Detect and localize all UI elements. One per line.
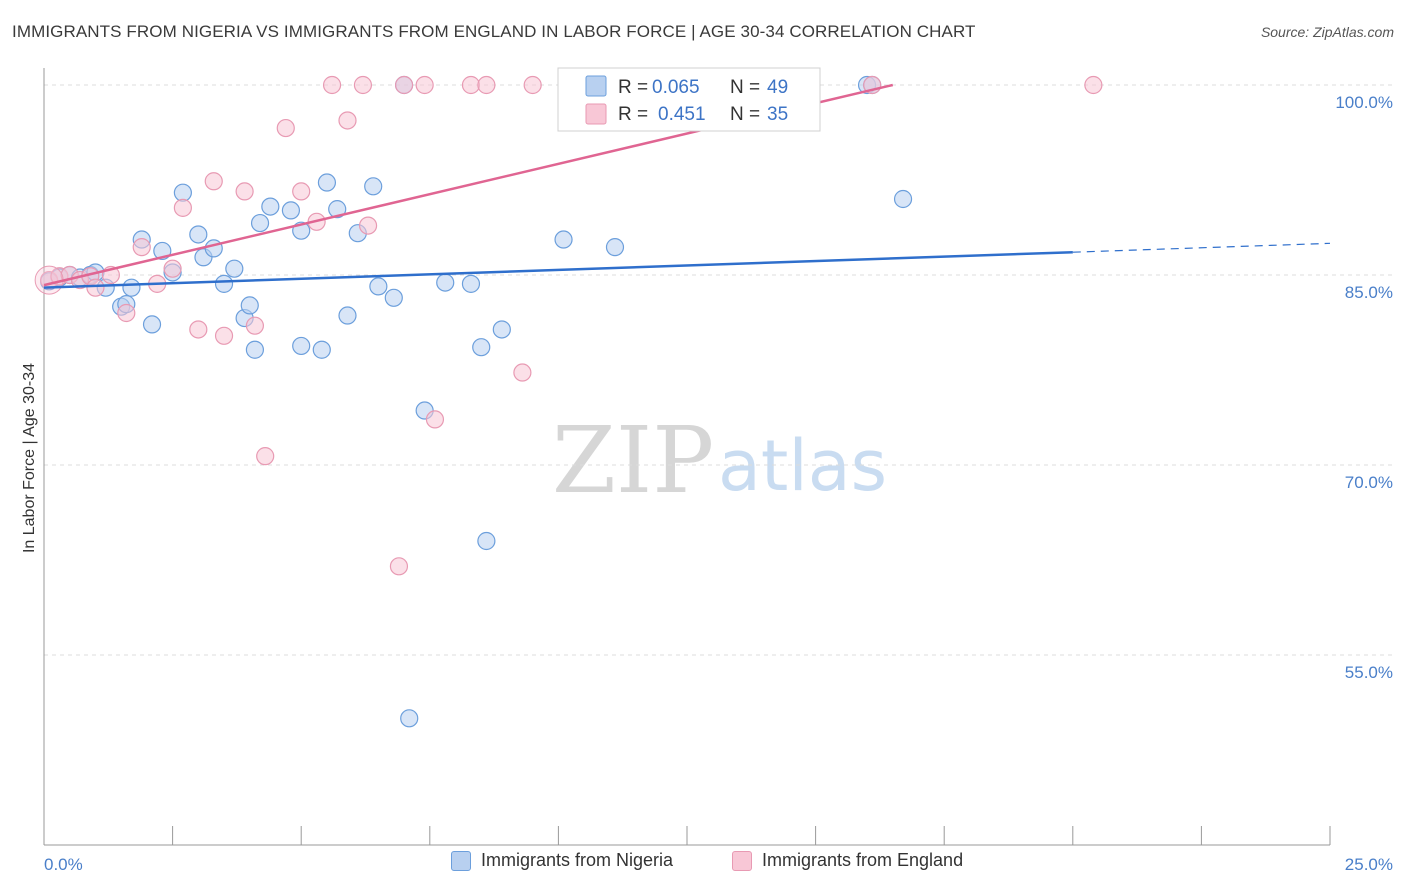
- england-point: [292, 182, 311, 201]
- y-tick-label: 85.0%: [1345, 283, 1393, 302]
- legend-nigeria-n-label: N =: [730, 77, 760, 98]
- y-tick-label: 100.0%: [1335, 93, 1393, 112]
- england-point: [235, 182, 254, 201]
- x-tick-label: 0.0%: [44, 855, 83, 874]
- england-point: [189, 320, 208, 339]
- nigeria-point: [554, 230, 573, 249]
- england-point: [86, 278, 105, 297]
- nigeria-point: [250, 213, 270, 233]
- nigeria-point: [605, 238, 625, 257]
- england-point: [415, 75, 434, 95]
- chart-title: IMMIGRANTS FROM NIGERIA VS IMMIGRANTS FR…: [12, 22, 976, 41]
- nigeria-point: [328, 200, 347, 219]
- england-point: [322, 75, 342, 95]
- nigeria-point: [173, 183, 192, 202]
- nigeria-point: [245, 340, 265, 359]
- england-point: [1084, 75, 1103, 95]
- grid-layer: [44, 84, 1395, 656]
- legend-swatch-england-bottom: [732, 850, 752, 871]
- england-point: [245, 316, 265, 335]
- nigeria-point: [369, 277, 388, 296]
- nigeria-point: [225, 259, 244, 278]
- nigeria-point: [317, 173, 337, 192]
- england-point: [276, 118, 295, 138]
- nigeria-trendline: [43, 250, 1073, 289]
- legend-england-r-label: R =: [618, 104, 648, 125]
- nigeria-point: [338, 306, 357, 325]
- legend-nigeria-r-value: 0.065: [652, 77, 700, 98]
- england-point: [358, 216, 378, 235]
- england-point: [338, 111, 357, 130]
- england-point: [523, 75, 542, 95]
- legend-swatch-nigeria-bottom: [451, 850, 471, 871]
- nigeria-point: [477, 531, 496, 551]
- nigeria-point: [122, 278, 141, 297]
- chart-source: Source: ZipAtlas.com: [1260, 24, 1394, 40]
- stats-legend: R = 0.065 N = 49 R = 0.451 N = 35: [557, 67, 821, 132]
- y-tick-label: 55.0%: [1345, 663, 1393, 682]
- nigeria-point: [400, 709, 419, 728]
- y-tick-label: 70.0%: [1345, 473, 1393, 492]
- legend-swatch-nigeria: [585, 75, 607, 97]
- england-point: [132, 238, 151, 257]
- x-tick-label: 25.0%: [1345, 855, 1393, 874]
- nigeria-point: [292, 336, 311, 356]
- england-point: [353, 75, 373, 95]
- england-point: [204, 172, 223, 191]
- england-point: [425, 410, 445, 429]
- legend-swatch-england: [585, 103, 607, 125]
- nigeria-point: [189, 225, 208, 244]
- nigeria-point: [436, 273, 455, 292]
- legend-item-nigeria[interactable]: Immigrants from Nigeria: [451, 850, 673, 871]
- nigeria-point: [142, 315, 162, 334]
- england-point: [117, 303, 136, 323]
- legend-england-n-label: N =: [730, 104, 760, 125]
- series-england-points: [34, 75, 1103, 576]
- legend-nigeria-r-label: R =: [618, 77, 648, 98]
- england-point-cluster: [34, 265, 64, 295]
- england-point: [394, 75, 414, 95]
- legend-item-england[interactable]: Immigrants from England: [732, 850, 963, 871]
- england-point: [513, 363, 532, 382]
- nigeria-point: [492, 320, 511, 339]
- legend-england-n-value: 35: [767, 104, 788, 125]
- nigeria-point: [384, 288, 403, 307]
- tick-layer: 100.0% 85.0% 70.0% 55.0% 0.0% 25.0%: [43, 93, 1393, 874]
- england-point: [214, 326, 234, 345]
- nigeria-point: [472, 338, 491, 357]
- legend-label-nigeria: Immigrants from Nigeria: [481, 850, 674, 870]
- nigeria-point: [312, 340, 331, 359]
- watermark-zip: ZIP: [552, 407, 714, 514]
- england-point: [256, 447, 275, 466]
- series-nigeria-points: [40, 75, 913, 728]
- nigeria-point: [364, 177, 383, 196]
- england-point: [389, 557, 409, 576]
- legend-nigeria-n-value: 49: [767, 77, 788, 98]
- england-point: [163, 259, 182, 278]
- y-axis-label: In Labor Force | Age 30-34: [21, 363, 38, 553]
- nigeria-point: [240, 296, 259, 315]
- nigeria-point: [461, 274, 481, 293]
- legend-label-england: Immigrants from England: [762, 850, 964, 870]
- nigeria-point: [261, 197, 280, 216]
- england-point: [477, 75, 496, 95]
- nigeria-point: [214, 274, 234, 293]
- series-legend: Immigrants from Nigeria Immigrants from …: [0, 850, 1406, 880]
- watermark-atlas: atlas: [718, 425, 887, 507]
- nigeria-point: [893, 189, 913, 209]
- england-point: [461, 75, 481, 95]
- legend-england-r-value: 0.451: [658, 104, 706, 125]
- nigeria-point: [281, 201, 301, 220]
- nigeria-trendline-extension: [1072, 242, 1331, 253]
- england-point: [173, 198, 192, 217]
